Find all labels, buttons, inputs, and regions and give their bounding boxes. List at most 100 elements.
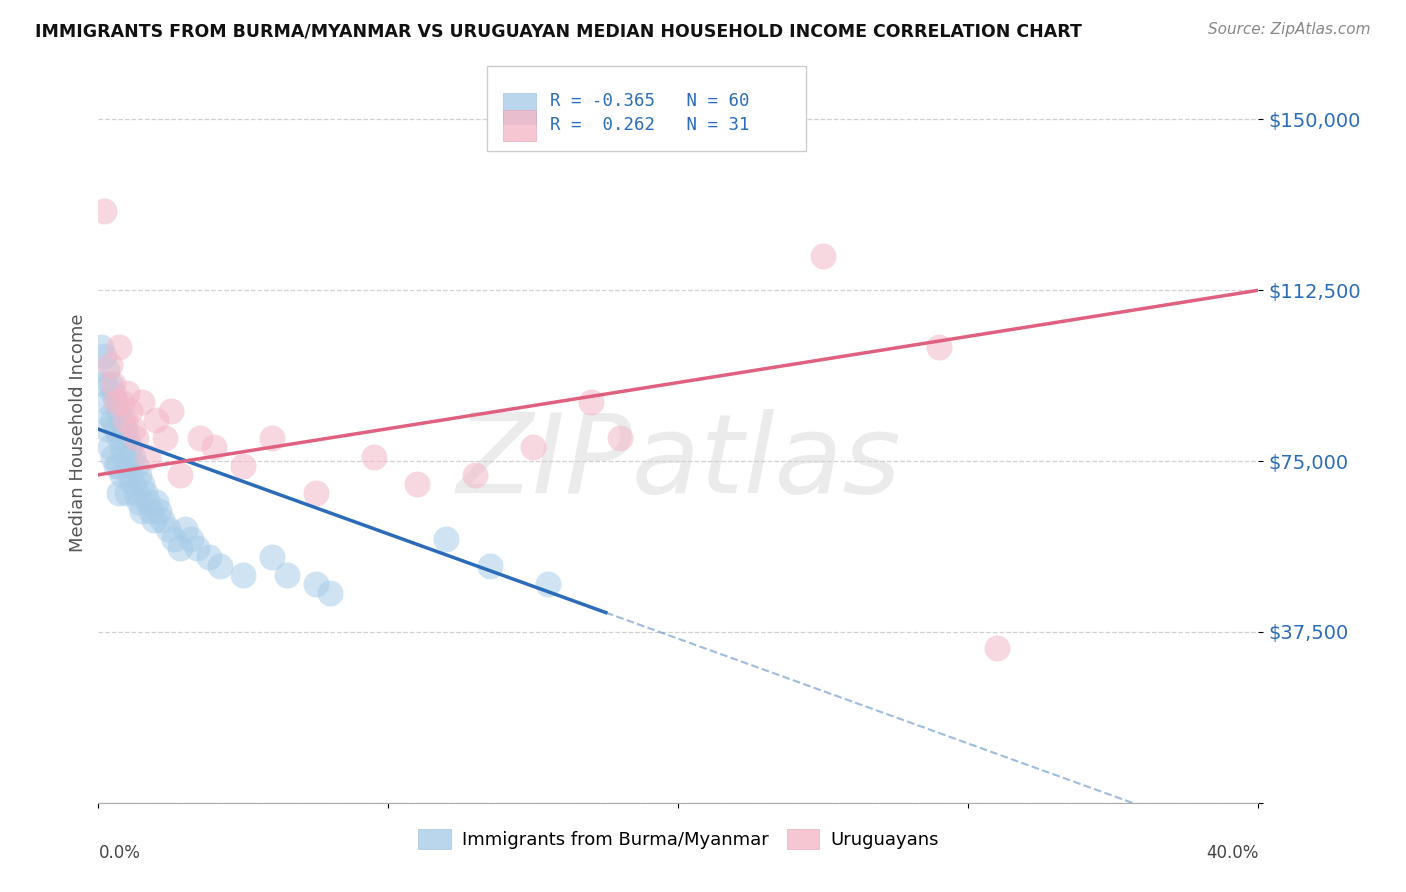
Point	[209, 558, 232, 573]
Point	[111, 441, 132, 455]
Point	[128, 495, 150, 509]
Text: Source: ZipAtlas.com: Source: ZipAtlas.com	[1208, 22, 1371, 37]
FancyBboxPatch shape	[503, 93, 536, 124]
Point	[145, 495, 167, 509]
Point	[160, 404, 183, 418]
Point	[101, 385, 124, 400]
Point	[117, 431, 139, 445]
Point	[122, 476, 145, 491]
Point	[986, 640, 1008, 655]
Point	[104, 395, 127, 409]
Point	[96, 363, 118, 377]
Point	[96, 422, 118, 436]
Point	[464, 467, 486, 482]
Point	[136, 495, 159, 509]
Point	[522, 441, 544, 455]
Point	[107, 431, 129, 445]
Point	[114, 422, 136, 436]
Point	[107, 404, 129, 418]
FancyBboxPatch shape	[486, 66, 806, 152]
Point	[609, 431, 631, 445]
Point	[98, 441, 121, 455]
Point	[90, 340, 112, 354]
Point	[98, 376, 121, 391]
Point	[148, 504, 170, 518]
Text: 40.0%: 40.0%	[1206, 844, 1258, 862]
Point	[111, 413, 132, 427]
FancyBboxPatch shape	[503, 110, 536, 141]
Point	[319, 586, 342, 600]
Point	[117, 458, 139, 473]
Point	[813, 249, 835, 263]
Point	[232, 458, 254, 473]
Point	[305, 486, 328, 500]
Point	[114, 450, 136, 464]
Point	[125, 486, 148, 500]
Point	[537, 577, 560, 591]
Point	[197, 549, 219, 564]
Point	[93, 376, 115, 391]
Point	[180, 532, 202, 546]
Point	[125, 431, 148, 445]
Point	[96, 395, 118, 409]
Point	[131, 395, 153, 409]
Point	[478, 558, 501, 573]
Point	[104, 395, 127, 409]
Point	[101, 450, 124, 464]
Text: R =  0.262   N = 31: R = 0.262 N = 31	[550, 116, 749, 135]
Point	[93, 349, 115, 363]
Point	[104, 458, 127, 473]
Point	[145, 413, 167, 427]
Point	[153, 431, 176, 445]
Point	[120, 441, 142, 455]
Point	[204, 441, 226, 455]
Point	[436, 532, 458, 546]
Point	[169, 541, 191, 555]
Point	[128, 467, 150, 482]
Y-axis label: Median Household Income: Median Household Income	[69, 313, 87, 552]
Point	[186, 541, 208, 555]
Point	[262, 549, 284, 564]
Point	[928, 340, 950, 354]
Point	[131, 476, 153, 491]
Point	[111, 467, 132, 482]
Point	[98, 409, 121, 423]
Point	[122, 450, 145, 464]
Point	[232, 568, 254, 582]
Point	[107, 486, 129, 500]
Point	[188, 431, 211, 445]
Legend: Immigrants from Burma/Myanmar, Uruguayans: Immigrants from Burma/Myanmar, Uruguayan…	[411, 822, 946, 856]
Point	[125, 458, 148, 473]
Text: ZIPatlas: ZIPatlas	[456, 409, 901, 516]
Point	[142, 513, 165, 527]
Text: 0.0%: 0.0%	[98, 844, 141, 862]
Text: IMMIGRANTS FROM BURMA/MYANMAR VS URUGUAYAN MEDIAN HOUSEHOLD INCOME CORRELATION C: IMMIGRANTS FROM BURMA/MYANMAR VS URUGUAY…	[35, 22, 1083, 40]
Point	[111, 395, 132, 409]
Point	[114, 413, 136, 427]
Point	[117, 486, 139, 500]
Point	[157, 523, 180, 537]
Point	[136, 450, 159, 464]
Point	[101, 376, 124, 391]
Point	[107, 458, 129, 473]
Point	[139, 504, 162, 518]
Point	[150, 513, 173, 527]
Point	[363, 450, 385, 464]
Point	[104, 422, 127, 436]
Point	[98, 359, 121, 373]
Point	[122, 422, 145, 436]
Point	[174, 523, 197, 537]
Point	[581, 395, 603, 409]
Point	[276, 568, 298, 582]
Point	[134, 486, 156, 500]
Point	[169, 467, 191, 482]
Point	[117, 385, 139, 400]
Text: R = -0.365   N = 60: R = -0.365 N = 60	[550, 92, 749, 111]
Point	[131, 504, 153, 518]
Point	[163, 532, 186, 546]
Point	[305, 577, 328, 591]
Point	[120, 404, 142, 418]
Point	[120, 467, 142, 482]
Point	[107, 340, 129, 354]
Point	[262, 431, 284, 445]
